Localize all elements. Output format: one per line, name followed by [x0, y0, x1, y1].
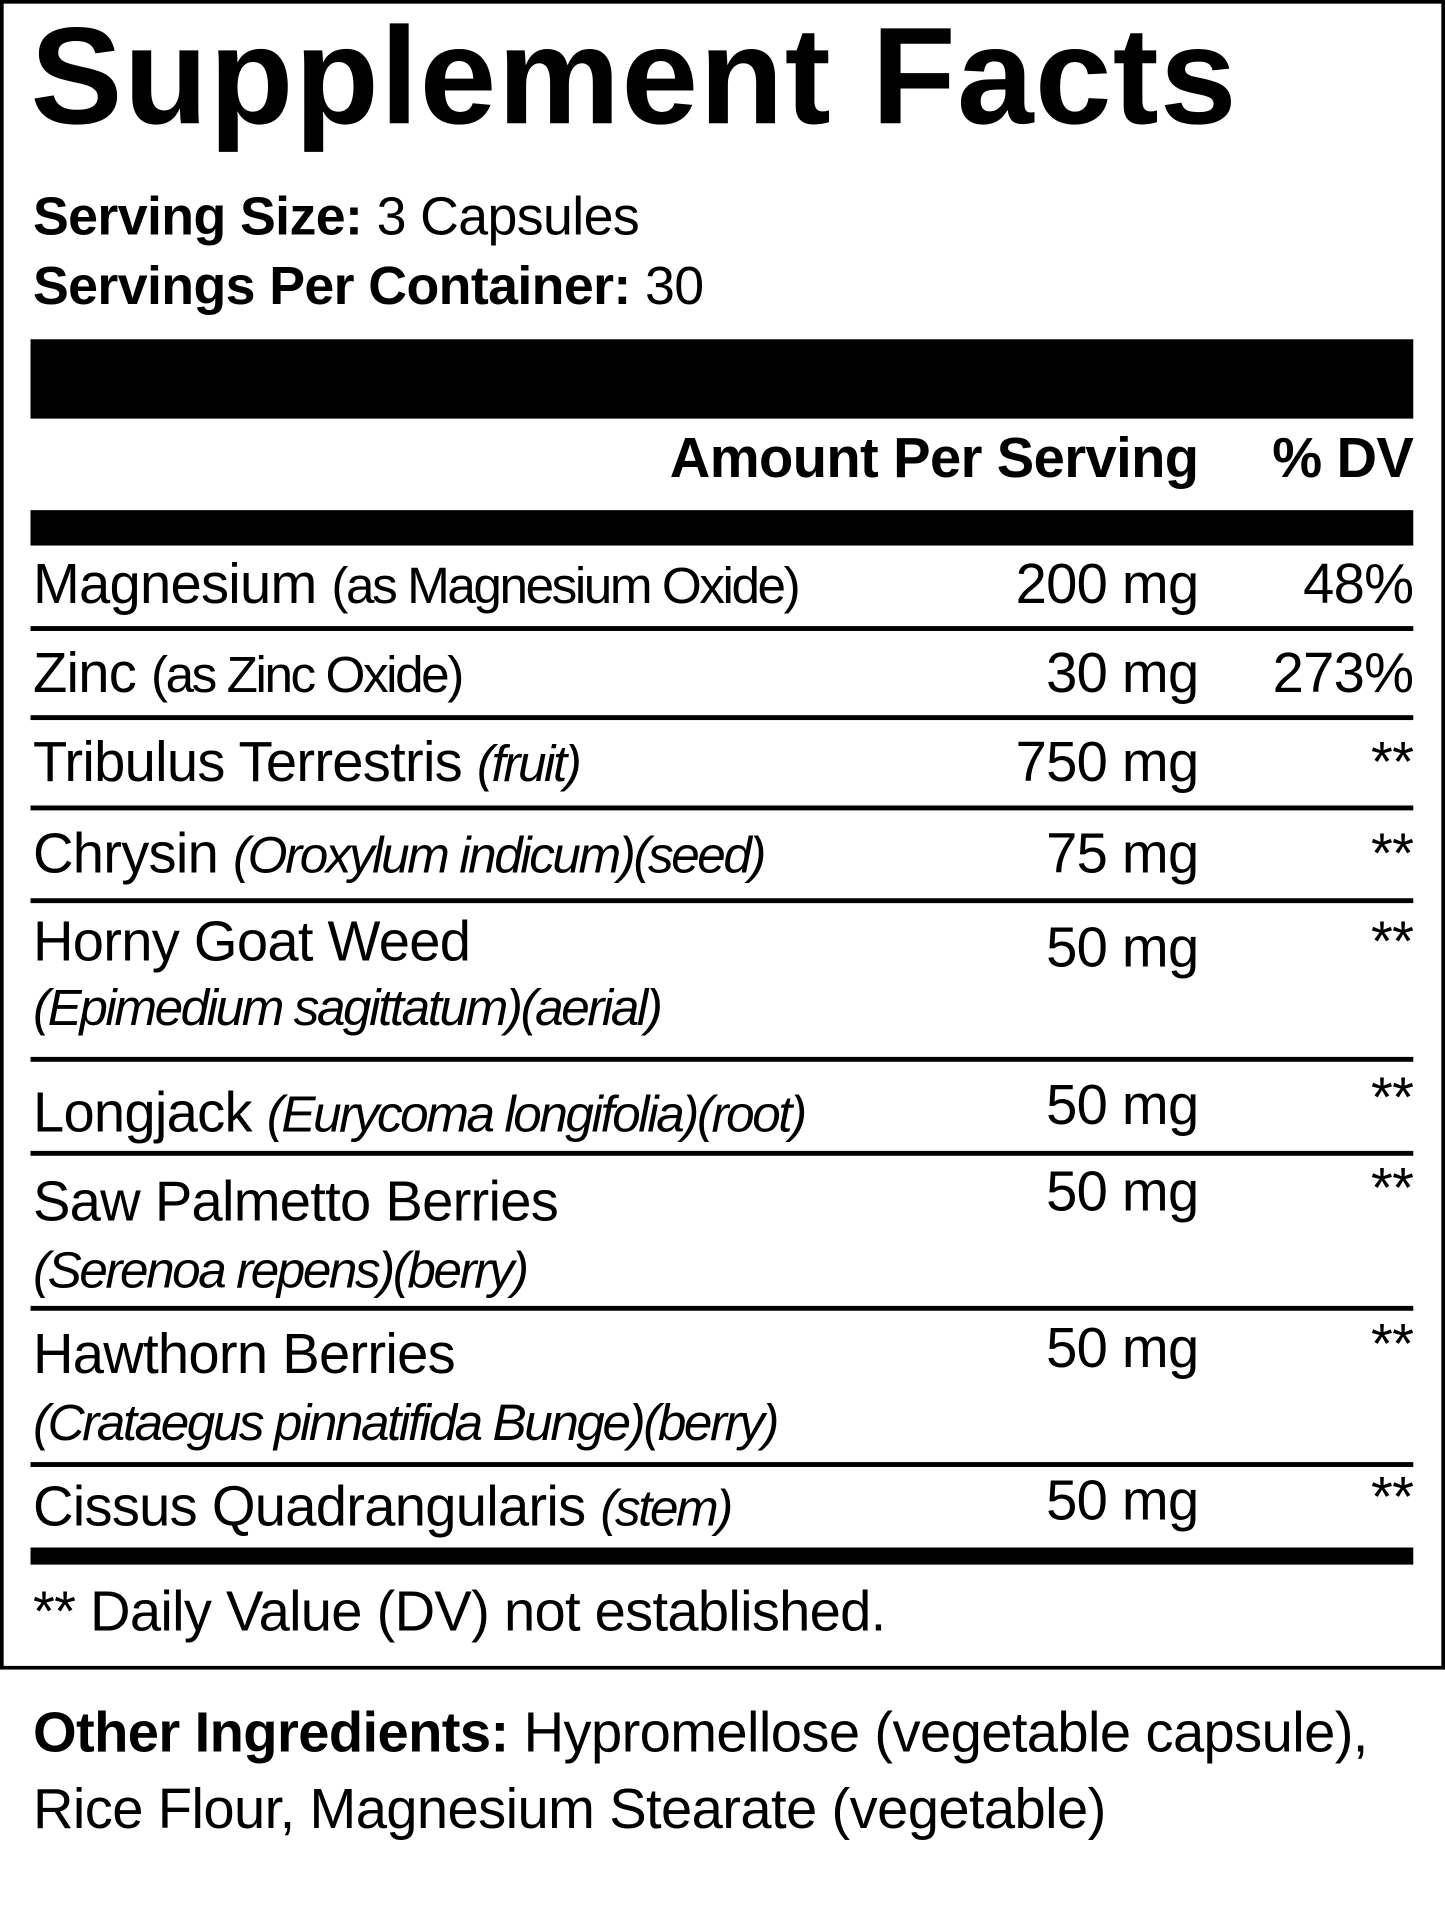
ingredient-dv: **	[1371, 729, 1414, 794]
ingredient-amount: 30 mg	[1046, 640, 1199, 705]
row-divider	[30, 1056, 1414, 1062]
row-divider	[30, 1150, 1414, 1156]
ingredient-name: Longjack (Eurycoma longifolia)(root)	[33, 1084, 807, 1143]
panel-title: Supplement Facts	[30, 0, 1238, 153]
facts-panel-border	[0, 0, 1445, 1670]
ingredient-name-text: Zinc	[32, 640, 137, 705]
ingredient-source: (fruit)	[476, 734, 582, 793]
ingredient-name: Horny Goat Weed	[32, 909, 471, 973]
other-ingredients-text: Hypromellose (vegetable capsule), Rice F…	[32, 1700, 1368, 1841]
ingredient-name-text: Magnesium	[32, 551, 317, 616]
ingredient-source: (as Magnesium Oxide)	[331, 556, 800, 614]
ingredient-amount: 50 mg	[1046, 1468, 1199, 1532]
ingredient-name-text: Tribulus Terrestris	[32, 729, 463, 794]
ingredient-source: (Oroxylum indicum)(seed)	[233, 826, 766, 884]
serving-size-value: 3 Capsules	[376, 186, 640, 247]
ingredient-source: (Serenoa repens)(berry)	[32, 1241, 529, 1299]
header-divider-bar	[30, 510, 1414, 546]
ingredient-name: Cissus Quadrangularis (stem)	[33, 1478, 733, 1537]
ingredient-name: Hawthorn Berries	[32, 1321, 456, 1386]
dv-footnote: ** Daily Value (DV) not established.	[32, 1579, 886, 1643]
ingredient-dv: **	[1371, 821, 1414, 885]
servings-per-container-label: Servings Per Container:	[32, 256, 631, 317]
ingredient-dv: **	[1371, 1311, 1414, 1376]
row-divider	[30, 626, 1414, 631]
ingredient-dv: **	[1371, 1065, 1414, 1129]
ingredient-name-text: Chrysin	[32, 821, 219, 885]
ingredient-dv: 273%	[1272, 640, 1414, 705]
ingredient-amount: 200 mg	[1015, 551, 1200, 616]
ingredient-name: Magnesium (as Magnesium Oxide)	[32, 551, 801, 616]
servings-per-container: Servings Per Container: 30	[33, 259, 704, 314]
dv-header: % DV	[1272, 425, 1414, 490]
ingredient-name-text: Cissus Quadrangularis	[32, 1474, 586, 1538]
amount-per-serving-header: Amount Per Serving	[669, 425, 1199, 490]
ingredient-amount: 50 mg	[1046, 1159, 1199, 1223]
bottom-divider-bar	[30, 1547, 1414, 1565]
ingredient-name: Chrysin (Oroxylum indicum)(seed)	[33, 825, 767, 884]
other-ingredients-label: Other Ingredients:	[32, 1700, 509, 1764]
row-divider	[30, 1305, 1414, 1311]
servings-per-container-value: 30	[645, 256, 704, 317]
ingredient-name: Zinc (as Zinc Oxide)	[32, 640, 464, 705]
serving-size-label: Serving Size:	[32, 186, 363, 247]
row-divider	[30, 715, 1414, 721]
ingredient-source: (as Zinc Oxide)	[150, 645, 464, 703]
row-divider	[30, 898, 1414, 904]
ingredient-source: (stem)	[600, 1479, 733, 1537]
ingredient-name-text: Longjack	[32, 1080, 253, 1144]
row-divider	[30, 805, 1414, 811]
ingredient-dv: **	[1371, 1464, 1414, 1528]
ingredient-dv: 48%	[1303, 551, 1414, 616]
ingredient-source: (Eurycoma longifolia)(root)	[266, 1084, 807, 1143]
serving-size: Serving Size: 3 Capsules	[32, 186, 640, 247]
ingredient-amount: 50 mg	[1046, 1315, 1199, 1380]
ingredient-name: Saw Palmetto Berries	[32, 1169, 559, 1233]
ingredient-amount: 50 mg	[1046, 915, 1199, 979]
other-ingredients: Other Ingredients: Hypromellose (vegetab…	[33, 1694, 1424, 1848]
row-divider	[30, 1462, 1414, 1467]
ingredient-dv: **	[1371, 1155, 1414, 1220]
ingredient-source: (Epimedium sagittatum)(aerial)	[32, 978, 663, 1037]
ingredient-dv: **	[1371, 909, 1414, 973]
ingredient-amount: 50 mg	[1046, 1072, 1199, 1137]
ingredient-amount: 750 mg	[1015, 729, 1200, 794]
thick-divider-bar	[30, 339, 1414, 419]
ingredient-source: (Crataegus pinnatifida Bunge)(berry)	[32, 1393, 780, 1452]
ingredient-amount: 75 mg	[1046, 821, 1199, 885]
ingredient-name: Tribulus Terrestris (fruit)	[32, 729, 582, 794]
